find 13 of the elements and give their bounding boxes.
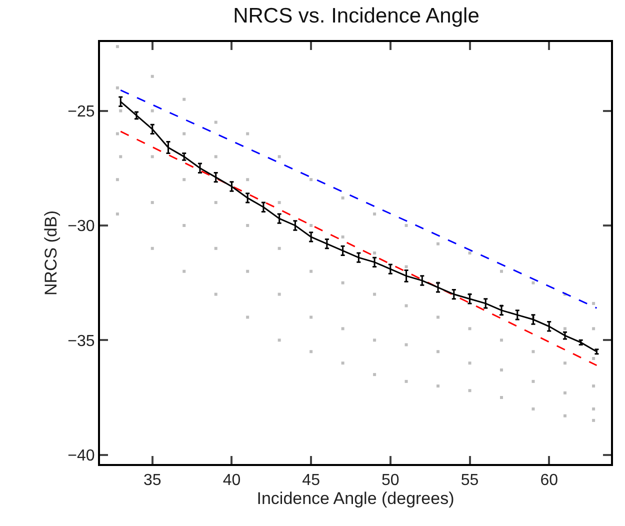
- y-tick-label: −30: [68, 218, 95, 236]
- y-tick-label: −40: [68, 447, 95, 464]
- x-tick-label: 50: [382, 472, 400, 490]
- chart-title: NRCS vs. Incidence Angle: [233, 4, 480, 28]
- x-axis-title: Incidence Angle (degrees): [256, 489, 454, 508]
- x-tick-label: 35: [143, 472, 162, 490]
- y-tick-label: −25: [68, 103, 95, 120]
- x-tick-label: 40: [222, 472, 241, 490]
- y-tick-label: −35: [68, 332, 95, 350]
- x-tick-label: 55: [460, 472, 479, 490]
- x-tick-label: 60: [540, 472, 558, 490]
- x-tick-label: 45: [302, 472, 320, 490]
- y-axis-title: NRCS (dB): [42, 210, 61, 296]
